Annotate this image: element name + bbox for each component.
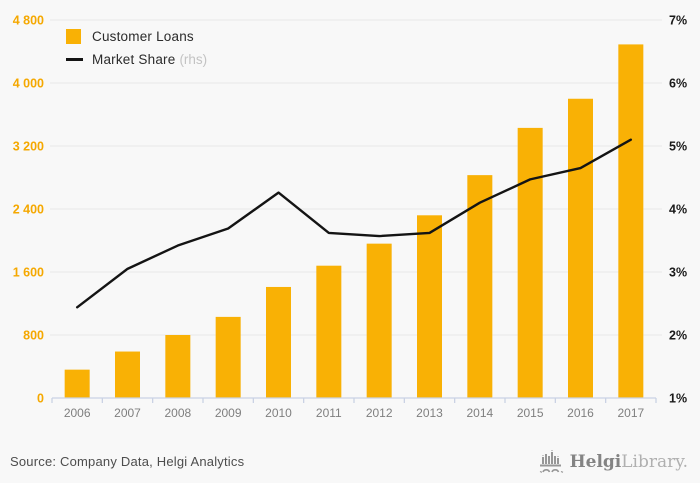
x-axis-label-2012: 2012 xyxy=(366,406,393,420)
bar-2010 xyxy=(266,286,291,398)
bar-2013 xyxy=(417,215,442,398)
legend-item-customer-loans: Customer Loans xyxy=(66,27,207,45)
chart-legend: Customer Loans Market Share (rhs) xyxy=(66,27,207,68)
legend-label: Customer Loans xyxy=(92,28,194,44)
right-axis-label: 1% xyxy=(669,392,687,406)
logo-text-library: Library. xyxy=(621,451,688,472)
bar-2006 xyxy=(64,369,90,398)
x-axis-label-2014: 2014 xyxy=(466,406,493,420)
legend-suffix-rhs: (rhs) xyxy=(179,51,208,67)
bar-2014 xyxy=(467,175,493,398)
left-axis-label: 4 800 xyxy=(13,14,44,28)
right-axis-label: 2% xyxy=(669,329,687,343)
line-swatch-icon xyxy=(66,57,83,61)
bar-2011 xyxy=(316,265,342,398)
left-axis-label: 800 xyxy=(23,329,44,343)
legend-dash-cell xyxy=(66,57,88,61)
bar-2015 xyxy=(517,127,543,398)
bar-2007 xyxy=(115,351,140,398)
legend-swatch-cell xyxy=(66,28,88,44)
x-axis-label-2013: 2013 xyxy=(416,406,443,420)
x-axis-label-2006: 2006 xyxy=(64,406,91,420)
left-axis-label: 3 200 xyxy=(13,140,44,154)
market-share-line xyxy=(75,138,633,309)
left-axis-label: 2 400 xyxy=(13,203,44,217)
right-axis-label: 3% xyxy=(669,266,687,280)
x-axis-label-2007: 2007 xyxy=(114,406,141,420)
bar-swatch-icon xyxy=(66,28,81,44)
x-axis-label-2016: 2016 xyxy=(567,406,594,420)
chart-canvas: 4 800 4 000 3 200 2 400 1 600 800 0 7% 6% 5% 4% 3% 2… xyxy=(13,14,687,421)
right-axis-label: 5% xyxy=(669,140,687,154)
x-axis-label-2010: 2010 xyxy=(265,406,292,420)
legend-label: Market Share xyxy=(92,51,176,67)
left-axis-label: 4 000 xyxy=(13,77,44,91)
bridge-icon xyxy=(539,449,563,473)
bar-2016 xyxy=(568,98,593,398)
bar-2012 xyxy=(366,243,392,398)
x-axis-label-2011: 2011 xyxy=(316,406,342,420)
right-axis-label: 4% xyxy=(669,203,687,217)
x-axis-label-2009: 2009 xyxy=(215,406,242,420)
bar-2008 xyxy=(165,335,191,398)
bar-2017 xyxy=(618,44,644,398)
source-text: Source: Company Data, Helgi Analytics xyxy=(10,454,245,469)
left-axis-label: 1 600 xyxy=(13,266,44,280)
x-axis-label-2008: 2008 xyxy=(164,406,191,420)
left-axis-label: 0 xyxy=(37,392,44,406)
x-axis-label-2017: 2017 xyxy=(617,406,644,420)
right-axis-label: 6% xyxy=(669,77,687,91)
helgi-library-logo[interactable]: Helgi Library. xyxy=(539,449,688,474)
logo-text-helgi: Helgi xyxy=(569,451,622,472)
legend-item-market-share: Market Share (rhs) xyxy=(66,50,207,68)
right-axis-label: 7% xyxy=(669,14,687,28)
footer: Source: Company Data, Helgi Analytics xyxy=(0,440,700,483)
x-axis-label-2015: 2015 xyxy=(517,406,544,420)
bar-2009 xyxy=(215,316,241,398)
